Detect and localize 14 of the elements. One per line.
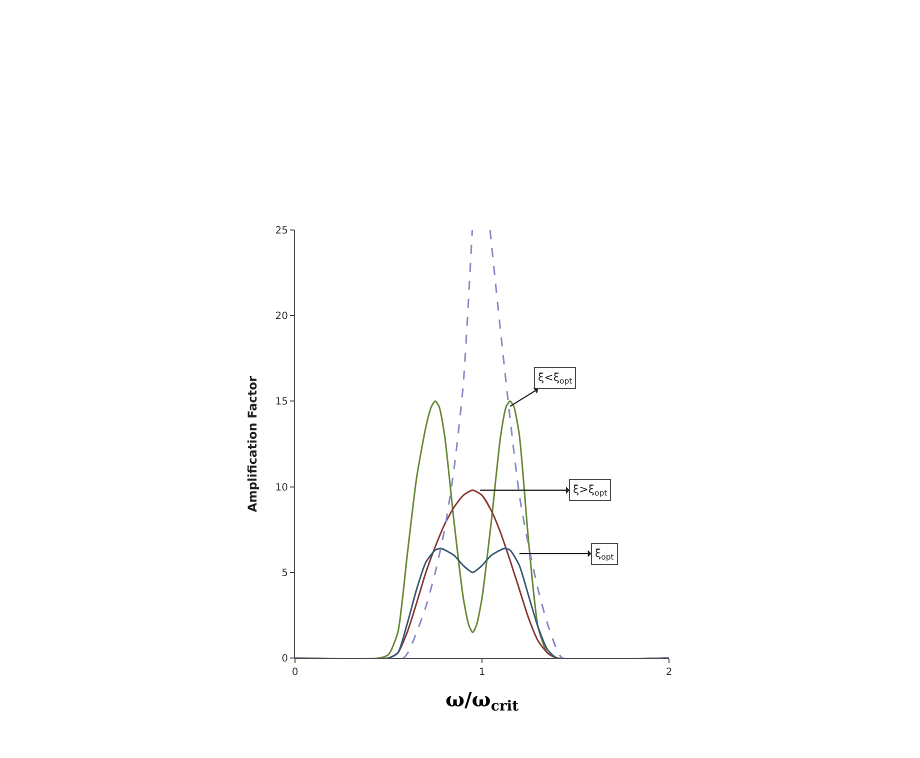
- y-tick-label: 0: [282, 654, 288, 664]
- y-tick-label: 25: [275, 226, 288, 236]
- y-tick-label: 10: [275, 482, 288, 494]
- y-tick-label: 15: [275, 396, 288, 408]
- annotation: ξ$_{opt}$: [595, 547, 614, 562]
- x-tick-label: 1: [478, 667, 486, 678]
- x-axis-title: ω/ω$_{crit}$: [445, 688, 520, 715]
- x-tick-label: 2: [666, 667, 672, 678]
- y-axis-title: Amplification Factor: [246, 376, 260, 512]
- annotation: ξ<ξ$_{opt}$: [538, 371, 572, 386]
- x-tick-label: 0: [292, 667, 298, 678]
- y-tick-label: 20: [275, 311, 288, 322]
- y-tick-label: 5: [282, 568, 288, 579]
- annotation: ξ>ξ$_{opt}$: [573, 483, 608, 498]
